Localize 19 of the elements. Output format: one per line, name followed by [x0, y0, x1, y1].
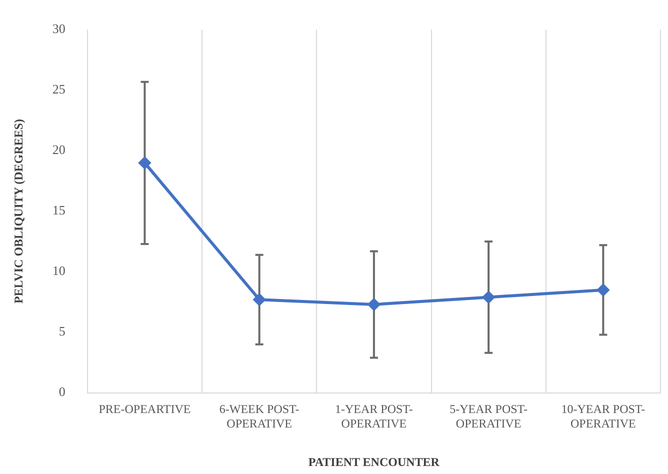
y-tick-label: 0 — [58, 384, 66, 400]
x-tick-label: 1-YEAR POST-OPERATIVE — [334, 402, 413, 431]
y-tick-label: 10 — [52, 263, 66, 278]
y-tick-label: 5 — [58, 324, 66, 339]
y-tick-label: 25 — [52, 82, 66, 97]
y-tick-label: 15 — [52, 202, 66, 218]
x-tick-label: 6-WEEK POST-OPERATIVE — [219, 402, 300, 431]
x-tick-label: PRE-OPEARTIVE — [98, 402, 191, 416]
point — [597, 284, 610, 296]
point — [368, 298, 380, 310]
point — [138, 156, 151, 169]
x-axis-title: PATIENT ENCOUNTER — [308, 454, 440, 469]
y-axis-title: PELVIC OBLIQUITY (DEGREES) — [11, 119, 26, 304]
y-tick-label: 20 — [52, 142, 66, 158]
y-tick-label: 30 — [52, 21, 66, 36]
x-tick-label: 5-YEAR POST-OPERATIVE — [450, 402, 528, 431]
point — [482, 291, 495, 304]
point — [253, 294, 266, 306]
x-tick-label: 10-YEAR POST-OPERATIVE — [561, 402, 646, 431]
